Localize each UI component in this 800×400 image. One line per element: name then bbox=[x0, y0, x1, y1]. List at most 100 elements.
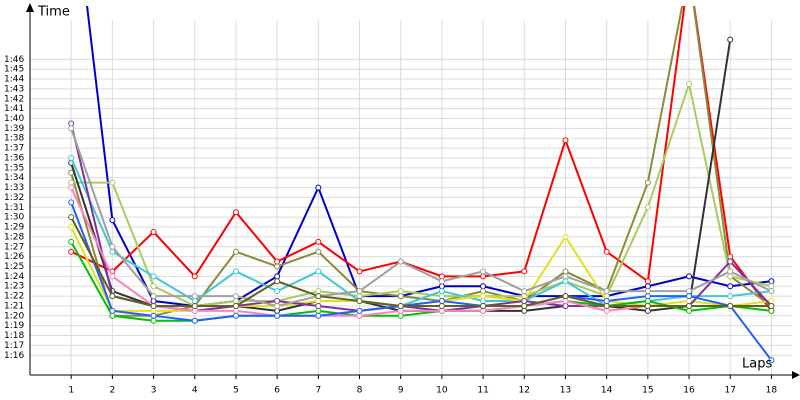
y-tick-label: 1:37 bbox=[4, 144, 24, 154]
data-point bbox=[397, 288, 404, 295]
y-tick-label: 1:25 bbox=[4, 262, 24, 272]
data-point bbox=[727, 283, 734, 290]
data-point bbox=[191, 298, 198, 305]
data-point bbox=[603, 298, 610, 305]
data-point bbox=[727, 36, 734, 43]
y-arrow bbox=[26, 3, 34, 12]
data-point bbox=[438, 307, 445, 314]
data-point bbox=[562, 278, 569, 285]
y-tick-label: 1:34 bbox=[4, 173, 24, 183]
data-point bbox=[438, 302, 445, 309]
data-point bbox=[438, 278, 445, 285]
data-point bbox=[438, 293, 445, 300]
data-point bbox=[438, 288, 445, 295]
data-point bbox=[315, 288, 322, 295]
data-point bbox=[356, 298, 363, 305]
data-point bbox=[274, 263, 281, 270]
data-point bbox=[521, 298, 528, 305]
x-tick-label: 3 bbox=[151, 386, 157, 396]
y-tick-label: 1:27 bbox=[4, 242, 24, 252]
data-point bbox=[315, 307, 322, 314]
data-point bbox=[232, 307, 239, 314]
data-point bbox=[727, 273, 734, 280]
data-point bbox=[274, 273, 281, 280]
data-point bbox=[768, 283, 775, 290]
y-axis-label: Time bbox=[37, 5, 70, 20]
data-point bbox=[150, 312, 157, 319]
series-line bbox=[70, 6, 773, 312]
data-point bbox=[727, 258, 734, 265]
data-point bbox=[603, 288, 610, 295]
data-point bbox=[644, 288, 651, 295]
data-point bbox=[768, 357, 775, 364]
data-point bbox=[68, 154, 75, 161]
data-point bbox=[686, 302, 693, 309]
x-tick-label: 14 bbox=[601, 386, 613, 396]
y-tick-label: 1:26 bbox=[4, 252, 24, 262]
data-point bbox=[274, 302, 281, 309]
data-point bbox=[68, 120, 75, 127]
y-tick-label: 1:24 bbox=[4, 272, 24, 282]
data-point bbox=[603, 248, 610, 255]
data-point bbox=[644, 179, 651, 186]
series-line bbox=[70, 128, 772, 307]
y-tick-label: 1:33 bbox=[4, 183, 24, 193]
y-tick-label: 1:31 bbox=[4, 203, 24, 213]
data-point bbox=[562, 298, 569, 305]
data-point bbox=[109, 217, 116, 224]
x-tick-label: 5 bbox=[233, 386, 239, 396]
data-point bbox=[727, 293, 734, 300]
data-point bbox=[191, 302, 198, 309]
data-point bbox=[150, 317, 157, 324]
data-point bbox=[438, 298, 445, 305]
data-point bbox=[397, 307, 404, 314]
data-point bbox=[686, 288, 693, 295]
data-point bbox=[480, 307, 487, 314]
y-tick-label: 1:39 bbox=[4, 124, 24, 134]
data-point bbox=[150, 273, 157, 280]
y-tick-label: 1:30 bbox=[4, 213, 24, 223]
y-tick-label: 1:35 bbox=[4, 163, 24, 173]
x-tick-label: 16 bbox=[683, 386, 695, 396]
x-arrow bbox=[792, 371, 800, 379]
data-point bbox=[644, 204, 651, 211]
y-tick-label: 1:21 bbox=[4, 301, 24, 311]
data-point bbox=[480, 302, 487, 309]
data-point bbox=[191, 317, 198, 324]
y-tick-label: 1:29 bbox=[4, 223, 24, 233]
data-point bbox=[232, 293, 239, 300]
data-point bbox=[232, 209, 239, 216]
x-tick-label: 7 bbox=[315, 386, 321, 396]
data-point bbox=[150, 228, 157, 235]
data-point bbox=[191, 273, 198, 280]
y-tick-label: 1:22 bbox=[4, 292, 24, 302]
data-point bbox=[768, 278, 775, 285]
data-point bbox=[191, 293, 198, 300]
data-point bbox=[603, 302, 610, 309]
data-point bbox=[686, 293, 693, 300]
data-point bbox=[480, 293, 487, 300]
data-point bbox=[274, 258, 281, 265]
data-point bbox=[480, 288, 487, 295]
data-point bbox=[356, 288, 363, 295]
data-point bbox=[315, 238, 322, 245]
y-tick-label: 1:44 bbox=[4, 75, 24, 85]
data-point bbox=[232, 302, 239, 309]
data-point bbox=[109, 273, 116, 280]
x-tick-label: 17 bbox=[724, 386, 735, 396]
x-tick-label: 18 bbox=[766, 386, 778, 396]
data-point bbox=[356, 312, 363, 319]
y-tick-label: 1:20 bbox=[4, 311, 24, 321]
data-point bbox=[109, 179, 116, 186]
data-point bbox=[480, 298, 487, 305]
x-tick-label: 1 bbox=[68, 386, 74, 396]
data-point bbox=[562, 273, 569, 280]
data-point bbox=[644, 302, 651, 309]
data-point bbox=[232, 268, 239, 275]
data-point bbox=[150, 307, 157, 314]
data-point bbox=[274, 288, 281, 295]
series-line bbox=[70, 216, 772, 307]
y-tick-label: 1:42 bbox=[4, 94, 24, 104]
data-point bbox=[521, 302, 528, 309]
data-point bbox=[150, 283, 157, 290]
